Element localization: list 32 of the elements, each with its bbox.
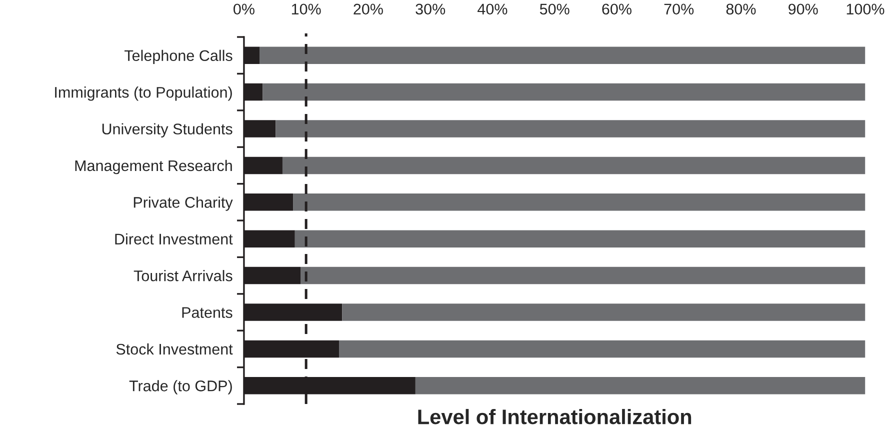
y-tick-label: Telephone Calls	[124, 50, 232, 64]
y-tick-label: Stock Investment	[116, 343, 233, 355]
y-tick-label: Trade (to GDP)	[129, 380, 232, 394]
x-tick-label: 30%	[416, 4, 446, 15]
x-tick-label: 80%	[726, 4, 756, 15]
bar	[259, 46, 866, 64]
bar	[342, 304, 866, 321]
bar	[339, 340, 866, 358]
x-tick-label: 50%	[540, 4, 570, 15]
bar	[293, 194, 866, 211]
y-tick-label: Private Charity	[134, 196, 233, 211]
x-tick-label: 20%	[354, 4, 383, 15]
y-tick-label: Immigrants (to Population)	[55, 86, 232, 101]
y-tick-label: Patents	[182, 307, 232, 318]
x-tick-label: 90%	[788, 4, 818, 15]
y-tick-label: Management Research	[75, 160, 232, 174]
x-tick-label: 40%	[478, 4, 508, 15]
y-tick-label: Direct Investment	[115, 233, 233, 245]
bar	[300, 266, 866, 284]
x-tick-label: 100%	[846, 4, 884, 15]
bar	[276, 120, 866, 138]
y-tick-label: Tourist Arrivals	[134, 270, 232, 282]
x-axis-title: Level of Internationalization	[418, 408, 692, 424]
x-tick-label: 10%	[292, 4, 321, 15]
y-tick-label: University Students	[102, 123, 232, 138]
bar	[282, 156, 866, 174]
x-tick-label: 70%	[664, 4, 694, 15]
bar	[262, 83, 866, 101]
x-tick-label: 0%	[234, 4, 254, 15]
bar	[415, 377, 866, 394]
bar	[294, 230, 866, 248]
x-tick-label: 60%	[602, 4, 632, 15]
